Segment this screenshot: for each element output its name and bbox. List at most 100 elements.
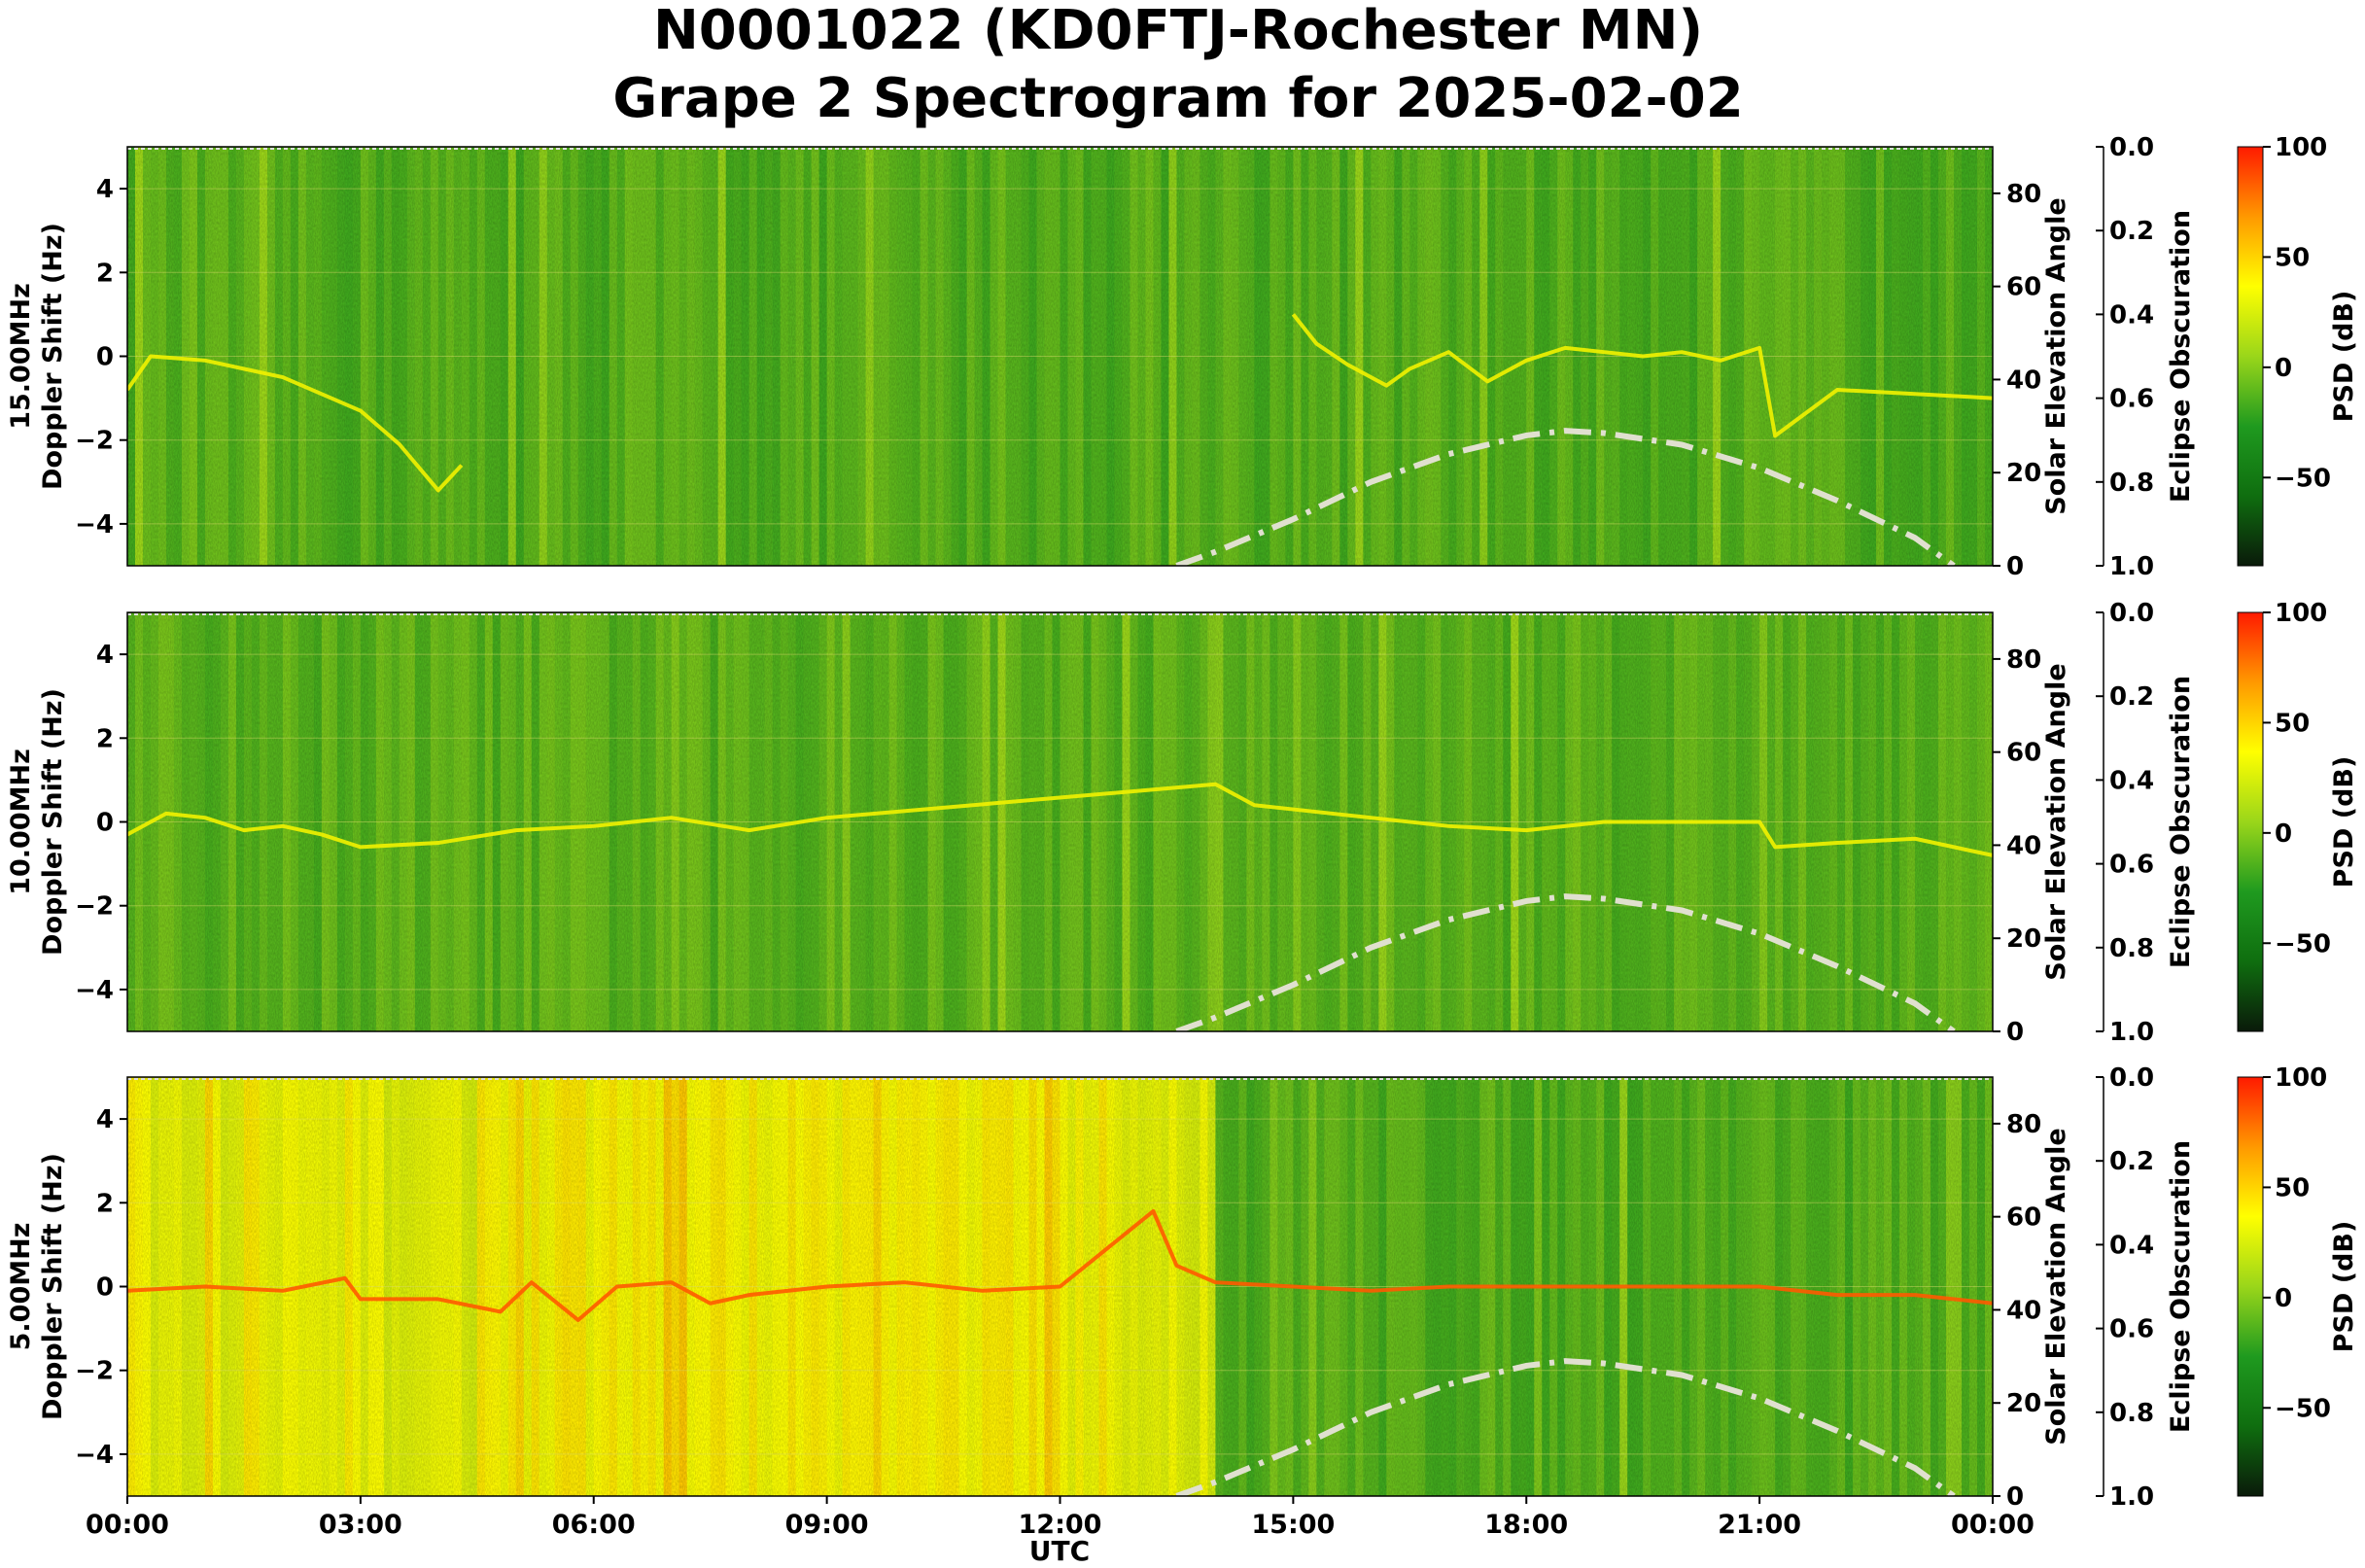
spectrogram-heatmap xyxy=(127,612,1993,1031)
eclipse-tick-label: 1.0 xyxy=(2109,552,2154,581)
eclipse-tick-label: 0.6 xyxy=(2109,851,2154,880)
y2-tick-label: 0 xyxy=(2006,1482,2024,1512)
colorbar-tick-label: 50 xyxy=(2275,243,2310,272)
x-tick-label: 21:00 xyxy=(1718,1510,1801,1540)
y2-tick-label: 0 xyxy=(2006,1018,2024,1047)
frequency-label: 15.00MHz xyxy=(6,283,36,430)
y-tick-label: −2 xyxy=(75,1357,114,1386)
subplot-panels: 420−2−415.00MHz Doppler Shift (Hz)0204060… xyxy=(6,133,2359,1540)
y-tick-label: 4 xyxy=(96,641,114,670)
y-tick-label: 2 xyxy=(96,724,114,753)
colorbar-tick-label: −50 xyxy=(2275,929,2331,958)
eclipse-tick-label: 1.0 xyxy=(2109,1482,2154,1512)
colorbar-tick-label: 0 xyxy=(2275,819,2292,849)
y2-tick-label: 60 xyxy=(2006,273,2041,302)
eclipse-obscuration-axis: Eclipse Obscuration xyxy=(2166,676,2196,968)
y-tick-label: −2 xyxy=(75,427,114,456)
colorbar-tick-label: 0 xyxy=(2275,1284,2292,1313)
y2-tick-label: 40 xyxy=(2006,366,2041,395)
y2-tick-label: 40 xyxy=(2006,1296,2041,1325)
y2-tick-label: 80 xyxy=(2006,180,2041,209)
doppler-axis-label: Doppler Shift (Hz) xyxy=(38,223,68,490)
y-tick-label: −4 xyxy=(75,976,114,1005)
eclipse-tick-label: 0.0 xyxy=(2109,133,2154,162)
colorbar-tick-label: 100 xyxy=(2275,133,2327,162)
x-tick-label: 00:00 xyxy=(86,1510,169,1540)
eclipse-obscuration-label: Eclipse Obscuration xyxy=(2166,210,2196,503)
doppler-trace xyxy=(127,782,1993,857)
y-tick-label: 0 xyxy=(96,343,114,372)
x-tick-label: 09:00 xyxy=(785,1510,869,1540)
eclipse-tick-label: 0.6 xyxy=(2109,385,2154,414)
doppler-trace xyxy=(1291,313,1993,438)
colorbar-axis: PSD (dB) xyxy=(2329,1221,2359,1353)
y-tick-label: 4 xyxy=(96,1105,114,1134)
colorbar-tick-label: −50 xyxy=(2275,464,2331,493)
x-axis-label: UTC xyxy=(1029,1535,1090,1567)
figure-title-line1: N0001022 (KD0FTJ-Rochester MN) xyxy=(653,0,1703,62)
eclipse-obscuration-axis: Eclipse Obscuration xyxy=(2166,210,2196,503)
colorbar-tick-label: 50 xyxy=(2275,709,2310,738)
solar-elevation-curve xyxy=(1175,428,1956,566)
doppler-axis-label: Doppler Shift (Hz) xyxy=(38,1153,68,1420)
colorbar-axis: PSD (dB) xyxy=(2329,291,2359,423)
y2-tick-label: 20 xyxy=(2006,1389,2041,1418)
eclipse-tick-label: 0.4 xyxy=(2109,766,2154,795)
y2-tick-label: 60 xyxy=(2006,1203,2041,1233)
solar-elevation-axis: Solar Elevation Angle xyxy=(2041,663,2071,980)
colorbar xyxy=(2237,146,2264,567)
solar-elevation-axis: Solar Elevation Angle xyxy=(2041,197,2071,514)
colorbar-tick-label: 100 xyxy=(2275,599,2327,628)
eclipse-tick-label: 1.0 xyxy=(2109,1018,2154,1047)
eclipse-tick-label: 0.4 xyxy=(2109,1231,2154,1260)
x-tick-label: 18:00 xyxy=(1484,1510,1568,1540)
y2-tick-label: 0 xyxy=(2006,552,2024,581)
subplot-5.00MHz: 420−2−45.00MHz Doppler Shift (Hz)02040608… xyxy=(6,1063,2359,1540)
solar-elevation-curve xyxy=(1175,1358,1956,1496)
y-tick-label: −4 xyxy=(75,510,114,540)
solar-elevation-curve xyxy=(1175,893,1956,1031)
eclipse-tick-label: 0.4 xyxy=(2109,300,2154,330)
colorbar xyxy=(2237,611,2264,1032)
subplot-10.00MHz: 420−2−410.00MHz Doppler Shift (Hz)0204060… xyxy=(6,599,2359,1047)
y-axis-label: 15.00MHz Doppler Shift (Hz) xyxy=(6,223,68,490)
eclipse-obscuration-label: Eclipse Obscuration xyxy=(2166,676,2196,968)
y2-tick-label: 20 xyxy=(2006,459,2041,488)
y2-tick-label: 40 xyxy=(2006,831,2041,860)
eclipse-tick-label: 0.2 xyxy=(2109,217,2154,246)
y-tick-label: 2 xyxy=(96,259,114,288)
x-tick-label: 00:00 xyxy=(1951,1510,2035,1540)
subplot-15.00MHz: 420−2−415.00MHz Doppler Shift (Hz)0204060… xyxy=(6,133,2359,581)
x-tick-label: 12:00 xyxy=(1019,1510,1102,1540)
frequency-label: 10.00MHz xyxy=(6,749,36,895)
x-tick-label: 15:00 xyxy=(1251,1510,1335,1540)
eclipse-tick-label: 0.0 xyxy=(2109,1063,2154,1093)
y-tick-label: −2 xyxy=(75,892,114,922)
y-tick-label: 4 xyxy=(96,175,114,204)
eclipse-tick-label: 0.8 xyxy=(2109,469,2154,498)
y2-tick-label: 80 xyxy=(2006,1110,2041,1139)
solar-elevation-label: Solar Elevation Angle xyxy=(2041,1128,2071,1445)
y2-tick-label: 60 xyxy=(2006,739,2041,768)
colorbar-axis: PSD (dB) xyxy=(2329,756,2359,889)
eclipse-tick-label: 0.2 xyxy=(2109,1147,2154,1176)
x-tick-label: 06:00 xyxy=(552,1510,636,1540)
eclipse-tick-label: 0.8 xyxy=(2109,1399,2154,1428)
frequency-label: 5.00MHz xyxy=(6,1223,36,1351)
doppler-trace xyxy=(127,1208,1993,1322)
y-tick-label: 0 xyxy=(96,809,114,838)
y-tick-label: 0 xyxy=(96,1273,114,1303)
colorbar-label: PSD (dB) xyxy=(2329,291,2359,423)
x-tick-label: 03:00 xyxy=(319,1510,402,1540)
colorbar-label: PSD (dB) xyxy=(2329,1221,2359,1353)
colorbar-label: PSD (dB) xyxy=(2329,756,2359,889)
doppler-trace xyxy=(127,354,464,493)
y-axis-label: 10.00MHz Doppler Shift (Hz) xyxy=(6,688,68,956)
y-tick-label: −4 xyxy=(75,1441,114,1470)
y-tick-label: 2 xyxy=(96,1189,114,1218)
eclipse-tick-label: 0.8 xyxy=(2109,934,2154,963)
colorbar-tick-label: 50 xyxy=(2275,1173,2310,1202)
solar-elevation-axis: Solar Elevation Angle xyxy=(2041,1128,2071,1445)
y2-tick-label: 20 xyxy=(2006,924,2041,954)
